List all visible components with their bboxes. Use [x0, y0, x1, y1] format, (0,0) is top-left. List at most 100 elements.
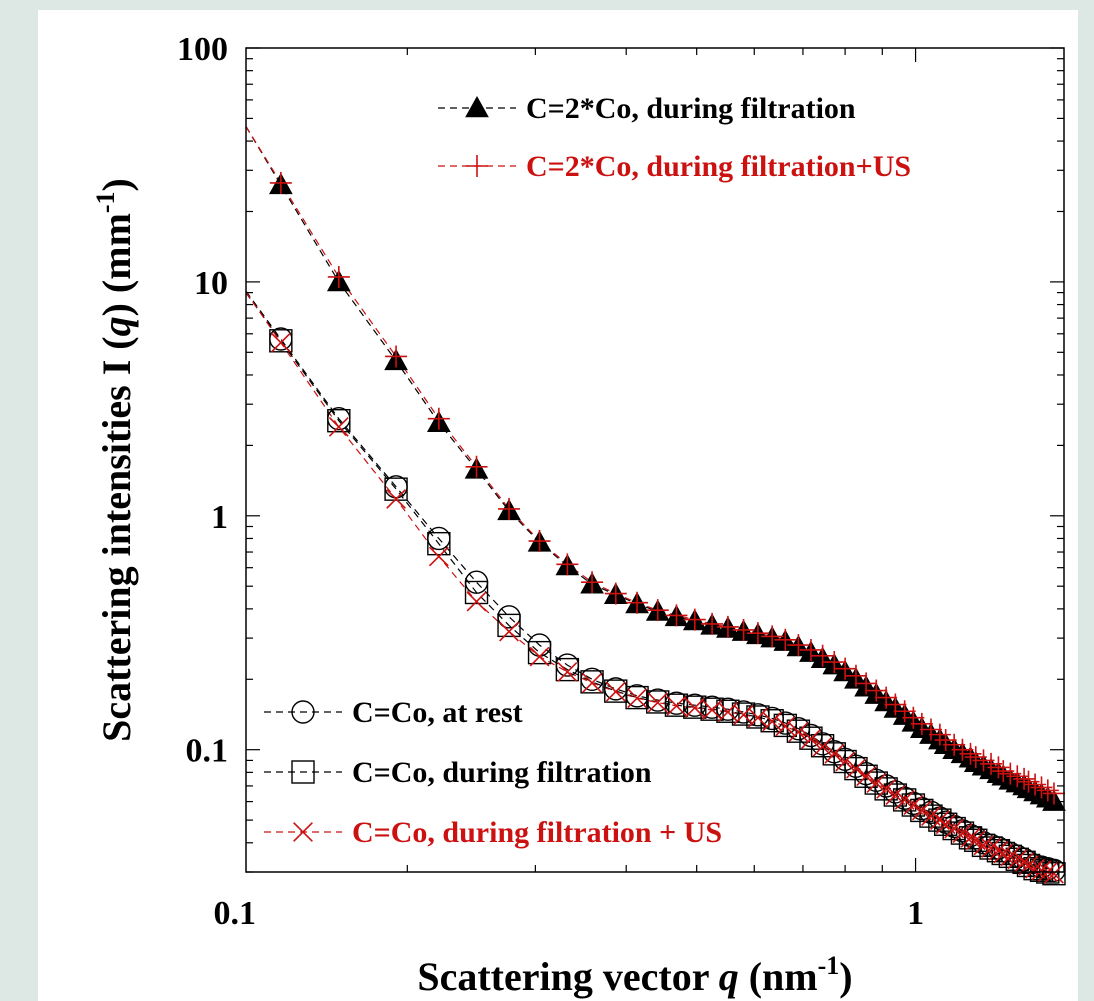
data-point — [464, 580, 489, 605]
legend-label: C=Co, during filtration + US — [352, 816, 722, 849]
data-point — [582, 672, 602, 693]
data-point — [787, 634, 810, 657]
data-point — [1030, 776, 1053, 799]
y-tick-label: 1 — [211, 499, 228, 536]
legend-top-right: C=2*Co, during filtration C=2*Co, during … — [438, 92, 911, 183]
y-axis-title: Scattering intensities I (q) (mm-1) — [91, 178, 139, 742]
data-point — [911, 800, 932, 821]
data-point — [950, 821, 975, 845]
data-point — [812, 736, 833, 757]
data-point — [1014, 852, 1034, 873]
data-point — [960, 827, 981, 848]
data-point — [883, 783, 908, 807]
data-point — [466, 591, 487, 612]
data-point — [934, 729, 957, 752]
data-point — [647, 692, 668, 713]
data-point — [427, 407, 450, 430]
data-point — [1000, 846, 1021, 867]
data-point — [498, 497, 521, 520]
data-point — [987, 756, 1010, 779]
data-point — [626, 591, 649, 614]
legend-bottom-left: C=Co, at rest C=Co, during filtration C=Co… — [264, 696, 722, 849]
data-point — [988, 840, 1009, 861]
data-point — [943, 733, 966, 756]
data-point — [876, 778, 897, 799]
data-point — [386, 489, 406, 509]
data-point — [1016, 853, 1041, 878]
data-point — [646, 690, 670, 714]
data-point — [270, 332, 291, 353]
legend-marker — [466, 155, 488, 177]
data-point — [746, 622, 769, 645]
data-point — [1024, 773, 1047, 796]
data-point — [894, 789, 915, 810]
legend-marker — [293, 822, 313, 842]
x-tick-label: 0.1 — [214, 895, 257, 932]
data-point — [716, 615, 739, 638]
series-markers-3 — [269, 329, 1066, 886]
data-point — [527, 640, 552, 665]
chart-figure: 0.1 1 100 10 1 0.1 C=2*Co, during filtration C… — [38, 10, 1078, 1001]
data-point — [646, 599, 669, 622]
data-point — [1029, 858, 1054, 883]
data-point — [910, 798, 934, 823]
data-point — [700, 697, 724, 721]
data-point — [856, 766, 877, 787]
data-point — [327, 409, 351, 433]
data-point — [928, 723, 951, 746]
data-point — [903, 795, 924, 815]
legend-label: C=Co, at rest — [352, 696, 523, 729]
data-point — [959, 742, 982, 765]
data-point — [625, 685, 649, 710]
data-point — [919, 718, 942, 741]
data-point — [1036, 779, 1059, 802]
legend-marker — [291, 700, 315, 724]
data-point — [774, 628, 797, 651]
data-point — [801, 729, 821, 750]
x-tick-label: 1 — [907, 895, 924, 932]
data-point — [1007, 849, 1028, 870]
data-point — [746, 705, 770, 729]
data-point — [864, 771, 888, 795]
data-point — [528, 530, 551, 553]
data-point — [269, 171, 292, 194]
data-point — [465, 455, 488, 478]
data-point — [885, 785, 906, 805]
data-point — [919, 804, 943, 828]
data-point — [773, 713, 798, 738]
data-point — [269, 329, 293, 353]
series-markers-2 — [269, 327, 1066, 883]
data-point — [981, 838, 1001, 858]
data-point — [893, 700, 916, 723]
data-point — [604, 582, 627, 605]
data-point — [732, 618, 755, 641]
data-point — [1023, 856, 1047, 881]
data-point — [384, 477, 408, 501]
data-point — [1013, 767, 1036, 790]
data-point — [555, 657, 580, 682]
data-point — [993, 843, 1014, 864]
data-point — [811, 644, 834, 667]
data-point — [557, 662, 578, 682]
data-point — [701, 612, 724, 635]
data-point — [1025, 858, 1045, 879]
data-point — [683, 695, 707, 719]
data-point — [824, 743, 845, 764]
data-point — [799, 638, 822, 661]
data-point — [1042, 862, 1066, 886]
data-point — [866, 773, 887, 793]
data-point — [665, 604, 688, 627]
data-point — [627, 688, 647, 709]
data-point — [929, 810, 950, 831]
legend-marker — [291, 760, 315, 784]
data-point — [327, 265, 350, 288]
data-point — [775, 716, 796, 737]
data-point — [761, 625, 784, 648]
data-point — [580, 670, 604, 694]
data-point — [846, 758, 866, 779]
data-point — [427, 531, 451, 556]
data-point — [666, 695, 687, 716]
data-point — [702, 699, 723, 720]
data-point — [844, 756, 868, 781]
